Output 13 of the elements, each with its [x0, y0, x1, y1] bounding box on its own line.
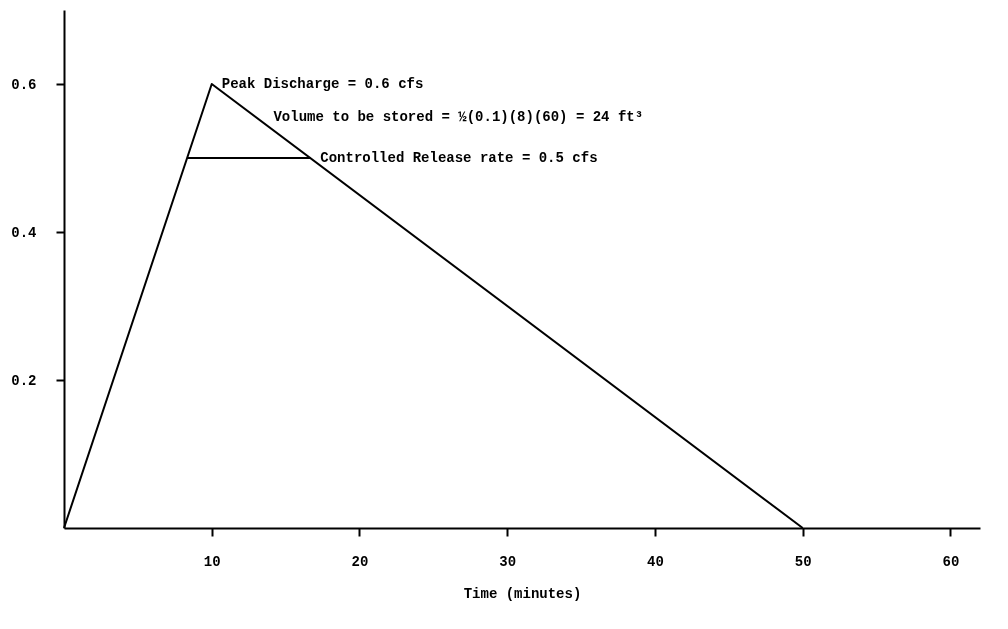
- x-tick-label: 20: [351, 553, 369, 570]
- x-tick-label: 30: [499, 553, 517, 570]
- x-tick-label: 10: [203, 553, 221, 570]
- annotation: Peak Discharge = 0.6 cfs: [221, 76, 424, 92]
- annotation: Controlled Release rate = 0.5 cfs: [320, 150, 598, 166]
- y-tick-label: 0.4: [11, 224, 37, 241]
- x-tick-label: 50: [794, 553, 812, 570]
- y-tick-label: 0.2: [11, 372, 37, 389]
- x-tick-label: 40: [647, 553, 664, 570]
- annotation: Volume to be stored = ½(0.1)(8)(60) = 24 ft³: [273, 109, 644, 126]
- x-axis-title: Time (minutes): [463, 585, 582, 602]
- y-tick-label: 0.6: [11, 76, 37, 93]
- x-tick-label: 60: [942, 553, 960, 570]
